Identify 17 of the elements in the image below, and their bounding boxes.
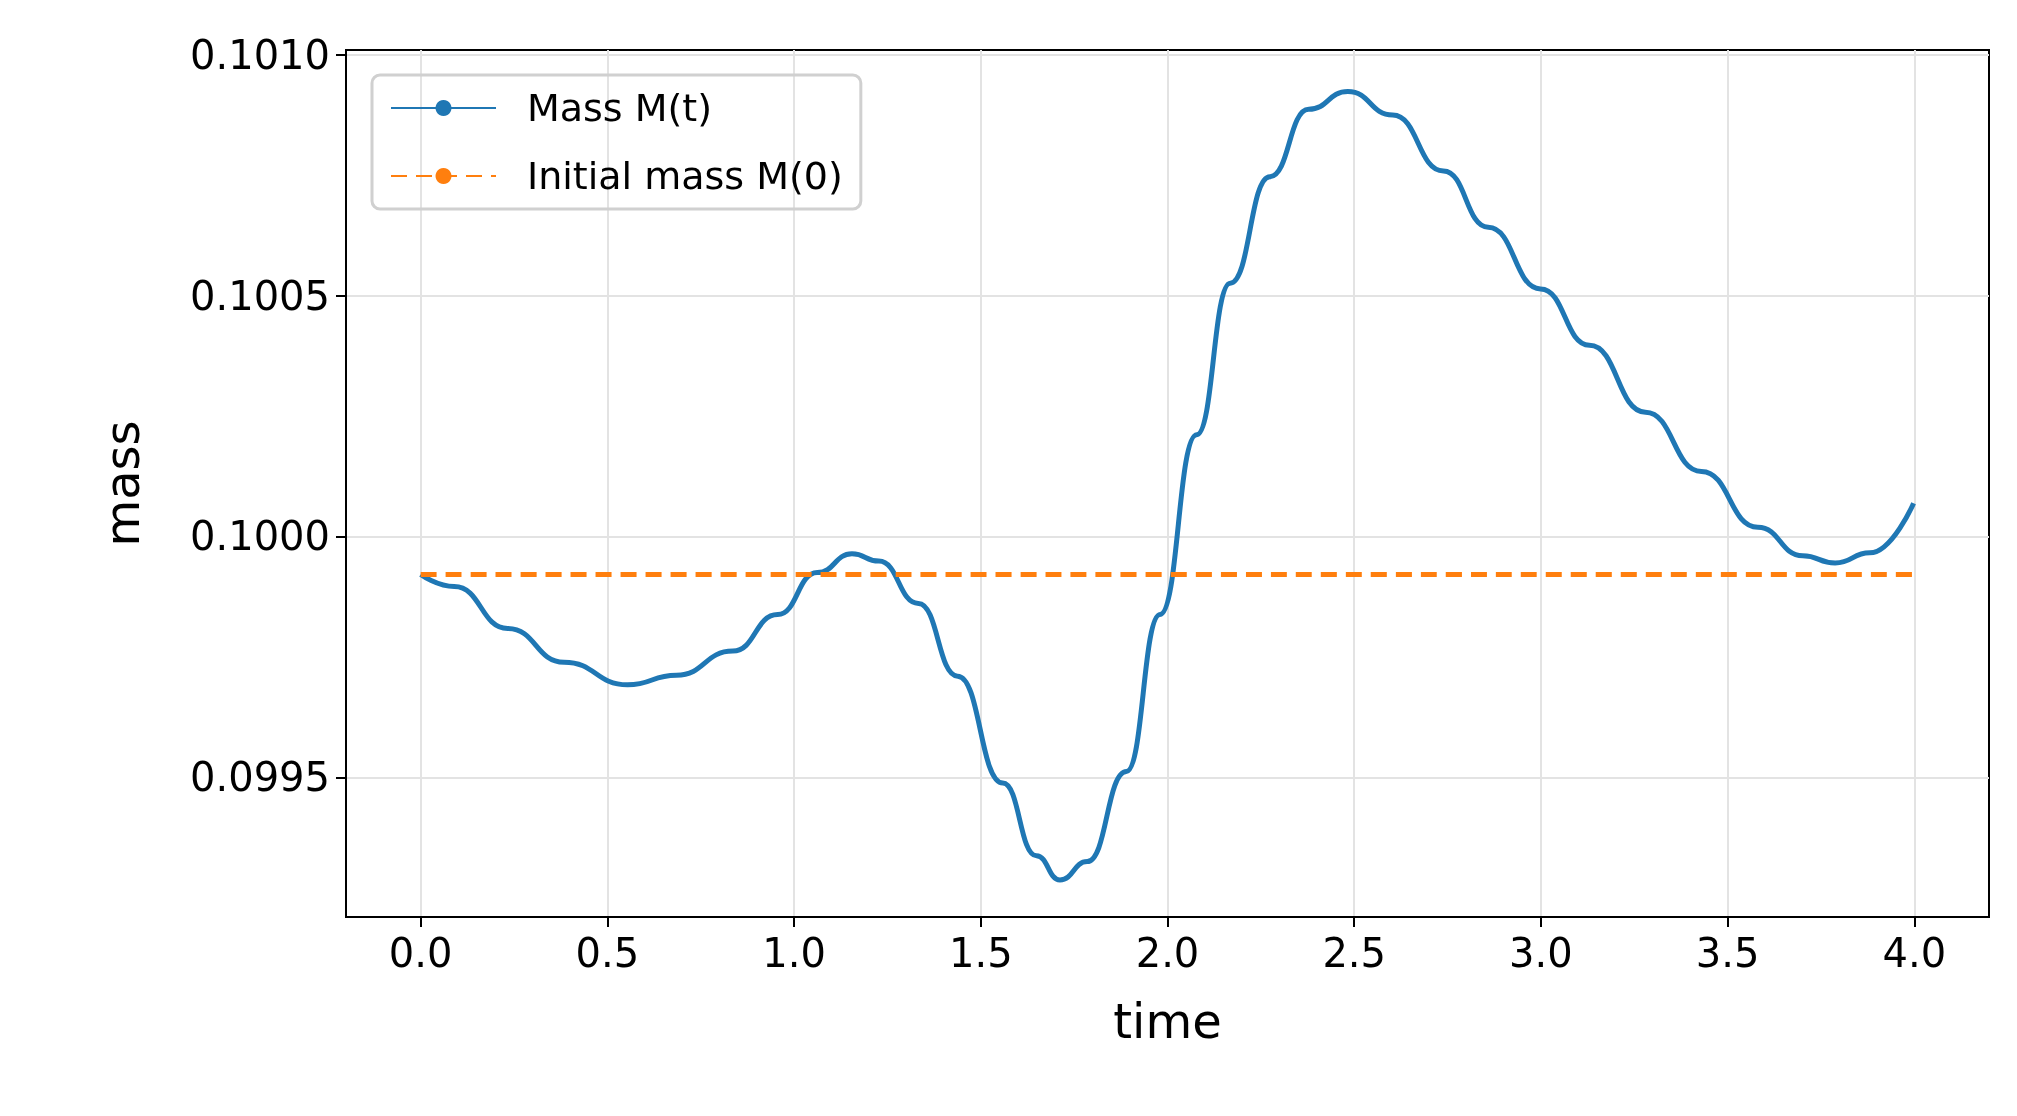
x-tick-label: 2.0: [1135, 930, 1200, 976]
x-tick-label: 3.5: [1695, 930, 1760, 976]
y-tick-label: 0.1005: [190, 272, 330, 319]
x-tick-label: 1.5: [948, 930, 1013, 976]
y-tick-label: 0.0995: [190, 754, 330, 801]
legend-label: Initial mass M(0): [527, 154, 843, 198]
x-tick-label: 0.5: [575, 930, 640, 976]
x-tick-label: 4.0: [1882, 930, 1947, 976]
x-tick-label: 2.5: [1322, 930, 1387, 976]
y-tick-label: 0.1010: [190, 31, 330, 78]
y-tick-label: 0.1000: [190, 513, 330, 560]
x-tick-label: 3.0: [1509, 930, 1573, 976]
x-axis-title: time: [1113, 993, 1222, 1049]
x-tick-label: 1.0: [762, 930, 826, 976]
x-tick-label: 0.0: [388, 930, 453, 976]
legend-label: Mass M(t): [527, 86, 713, 130]
y-axis-title: mass: [94, 420, 150, 547]
